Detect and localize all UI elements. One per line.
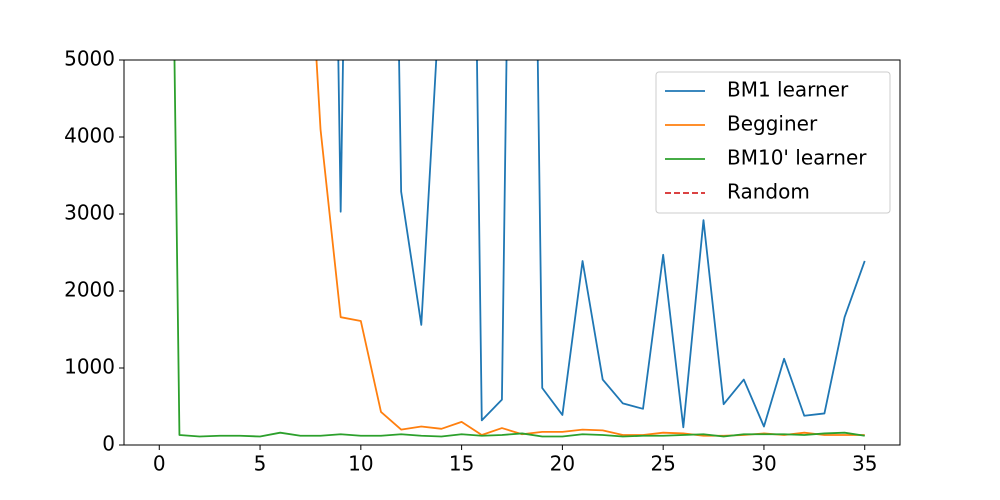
x-tick-label: 35 (852, 452, 877, 476)
legend: BM1 learner Begginer BM10' learner Random (655, 71, 891, 214)
x-tick-label: 30 (751, 452, 776, 476)
plot-area (173, 60, 866, 438)
legend-label: Random (727, 180, 810, 204)
y-tick-label: 3000 (64, 201, 115, 225)
series-line (337, 60, 866, 429)
y-tick-label: 2000 (64, 278, 115, 302)
x-tick-label: 5 (254, 452, 267, 476)
y-tick-label: 1000 (64, 355, 115, 379)
series-line (315, 60, 865, 437)
x-tick-label: 10 (348, 452, 373, 476)
series-line (173, 60, 865, 438)
axes-frame (123, 59, 901, 446)
legend-label: BM1 learner (727, 78, 849, 102)
x-tick-label: 15 (449, 452, 474, 476)
legend-box (655, 71, 891, 214)
y-tick-label: 4000 (64, 124, 115, 148)
x-tick-label: 25 (650, 452, 675, 476)
x-tick-label: 0 (153, 452, 166, 476)
x-tick-label: 20 (550, 452, 575, 476)
y-tick-label: 0 (102, 432, 115, 456)
legend-label: Begginer (727, 112, 818, 136)
y-tick-label: 5000 (64, 47, 115, 71)
legend-label: BM10' learner (727, 146, 867, 170)
